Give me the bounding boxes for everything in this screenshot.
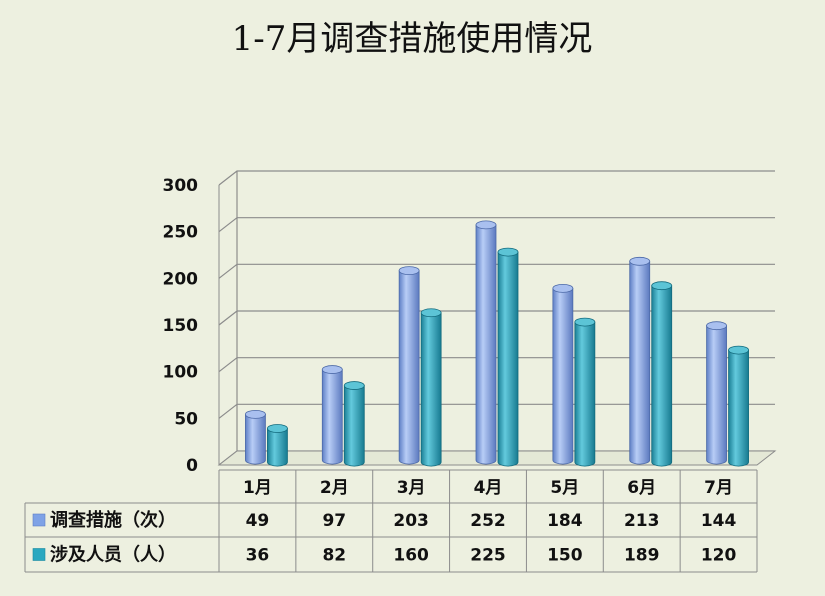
data-value-label: 120: [701, 546, 737, 566]
data-value-label: 97: [322, 511, 346, 531]
y-tick-label: 250: [163, 223, 199, 243]
y-tick-label: 150: [163, 316, 199, 336]
x-tick-label: 5月: [550, 478, 579, 498]
legend-swatch: [32, 513, 46, 527]
bar-measures-6: [629, 256, 651, 465]
bar-persons-4: [497, 247, 519, 467]
grid: [217, 170, 777, 466]
x-tick-label: 3月: [397, 478, 426, 498]
gridline: [218, 170, 775, 186]
data-value-label: 36: [246, 546, 270, 566]
gridline: [218, 403, 775, 419]
bar-measures-1: [245, 409, 266, 465]
data-value-label: 82: [322, 546, 346, 566]
x-tick-label: 7月: [704, 478, 733, 498]
bar-persons-1: [267, 424, 288, 467]
x-tick-label: 1月: [243, 478, 272, 498]
series-label: 涉及人员（人）: [50, 545, 176, 566]
data-value-label: 49: [246, 511, 270, 531]
y-tick-label: 300: [163, 176, 199, 196]
gridline: [218, 263, 775, 279]
y-axis-ticks: 0 50 100 150 200 250 300: [163, 176, 199, 476]
bar-persons-5: [574, 317, 596, 467]
bar-measures-7: [706, 321, 727, 465]
y-tick-label: 100: [163, 363, 199, 383]
data-value-label: 184: [547, 511, 583, 531]
bar-persons-3: [420, 308, 442, 467]
data-value-label: 189: [624, 546, 660, 566]
data-value-label: 225: [470, 546, 506, 566]
y-tick-label: 0: [186, 456, 198, 476]
legend-swatch: [32, 548, 46, 561]
data-value-label: 160: [393, 546, 429, 566]
gridline: [218, 357, 775, 373]
bars: [245, 220, 749, 467]
y-tick-label: 50: [174, 409, 198, 429]
bar-persons-2: [343, 381, 365, 467]
x-tick-label: 4月: [474, 478, 503, 498]
bar-persons-6: [651, 281, 673, 467]
data-table: 1月 2月 3月 4月 5月 6月 7月调查措施（次） 49 97 203 252 184 213 144…: [24, 469, 758, 573]
chart-title: 1-7月调查措施使用情况: [232, 19, 593, 59]
bar-measures-4: [475, 220, 497, 465]
series-label: 调查措施（次）: [50, 509, 176, 531]
bar-measures-2: [321, 365, 343, 465]
bar-measures-3: [398, 266, 420, 465]
data-value-label: 150: [547, 546, 583, 566]
data-value-label: 144: [701, 511, 737, 531]
data-value-label: 252: [470, 511, 506, 531]
x-tick-label: 2月: [320, 478, 349, 498]
y-tick-label: 200: [163, 269, 199, 289]
gridline: [218, 310, 775, 326]
bar-measures-5: [552, 283, 574, 465]
bar-persons-7: [728, 345, 749, 467]
data-value-label: 213: [624, 511, 660, 531]
x-tick-label: 6月: [627, 478, 656, 498]
gridline: [218, 217, 775, 233]
floor: [217, 450, 777, 466]
data-value-label: 203: [393, 511, 429, 531]
